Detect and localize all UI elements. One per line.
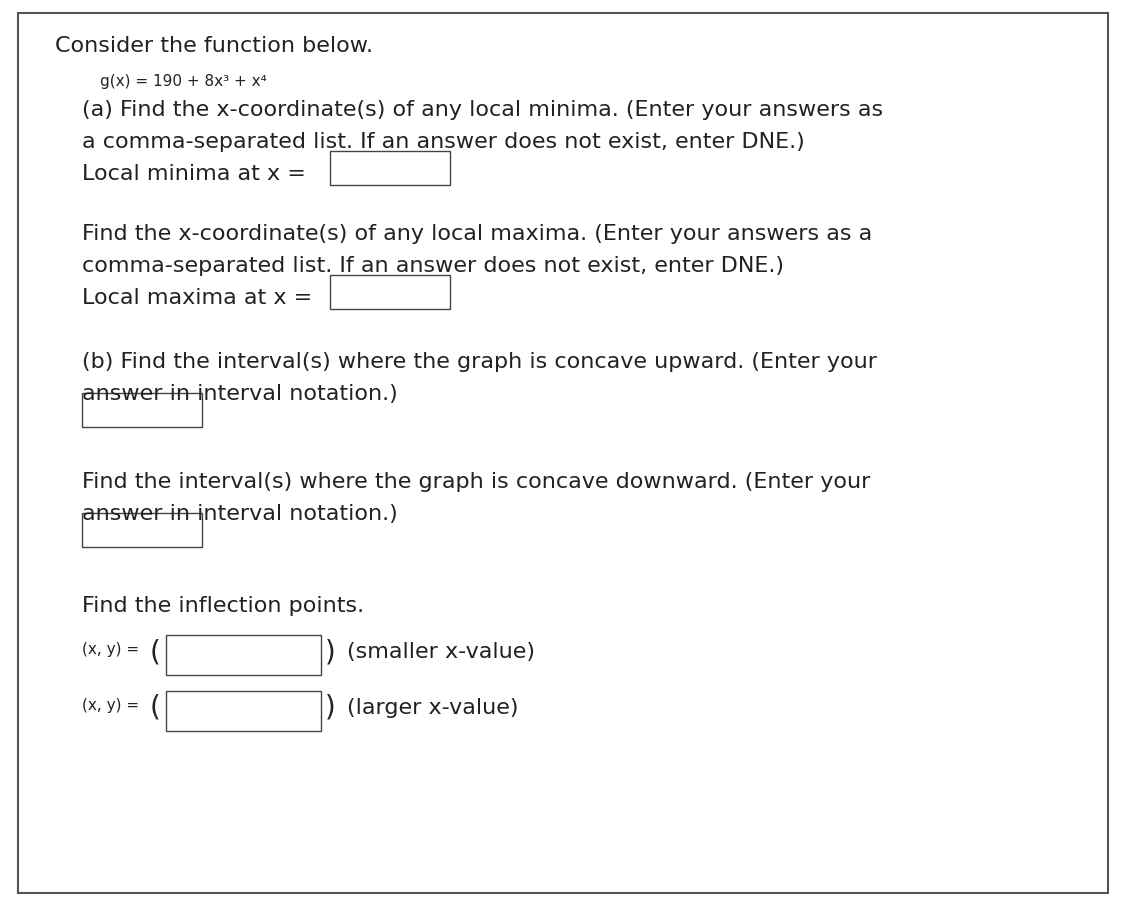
FancyBboxPatch shape <box>82 394 202 427</box>
FancyBboxPatch shape <box>166 691 321 731</box>
Text: (larger x-value): (larger x-value) <box>346 697 519 717</box>
Text: Find the inflection points.: Find the inflection points. <box>82 595 364 615</box>
FancyBboxPatch shape <box>18 14 1108 893</box>
FancyBboxPatch shape <box>82 514 202 547</box>
Text: Consider the function below.: Consider the function below. <box>55 36 374 56</box>
Text: (: ( <box>150 694 161 721</box>
Text: Find the interval(s) where the graph is concave downward. (Enter your: Find the interval(s) where the graph is … <box>82 471 871 491</box>
FancyBboxPatch shape <box>330 275 450 310</box>
Text: Find the x-coordinate(s) of any local maxima. (Enter your answers as a: Find the x-coordinate(s) of any local ma… <box>82 224 872 244</box>
Text: (x, y) =: (x, y) = <box>82 641 144 656</box>
Text: (b) Find the interval(s) where the graph is concave upward. (Enter your: (b) Find the interval(s) where the graph… <box>82 351 878 372</box>
Text: g(x) = 190 + 8x³ + x⁴: g(x) = 190 + 8x³ + x⁴ <box>100 74 267 88</box>
Text: Local minima at x =: Local minima at x = <box>82 163 313 184</box>
Text: answer in interval notation.): answer in interval notation.) <box>82 504 398 524</box>
Text: Local maxima at x =: Local maxima at x = <box>82 288 320 308</box>
Text: (a) Find the x-coordinate(s) of any local minima. (Enter your answers as: (a) Find the x-coordinate(s) of any loca… <box>82 100 883 120</box>
FancyBboxPatch shape <box>166 636 321 675</box>
Text: (smaller x-value): (smaller x-value) <box>346 641 536 661</box>
Text: ): ) <box>325 694 335 721</box>
Text: comma-separated list. If an answer does not exist, enter DNE.): comma-separated list. If an answer does … <box>82 256 784 275</box>
FancyBboxPatch shape <box>330 152 450 186</box>
Text: (: ( <box>150 638 161 666</box>
Text: a comma-separated list. If an answer does not exist, enter DNE.): a comma-separated list. If an answer doe… <box>82 132 804 152</box>
Text: (x, y) =: (x, y) = <box>82 697 144 712</box>
Text: ): ) <box>325 638 335 666</box>
Text: answer in interval notation.): answer in interval notation.) <box>82 384 398 404</box>
